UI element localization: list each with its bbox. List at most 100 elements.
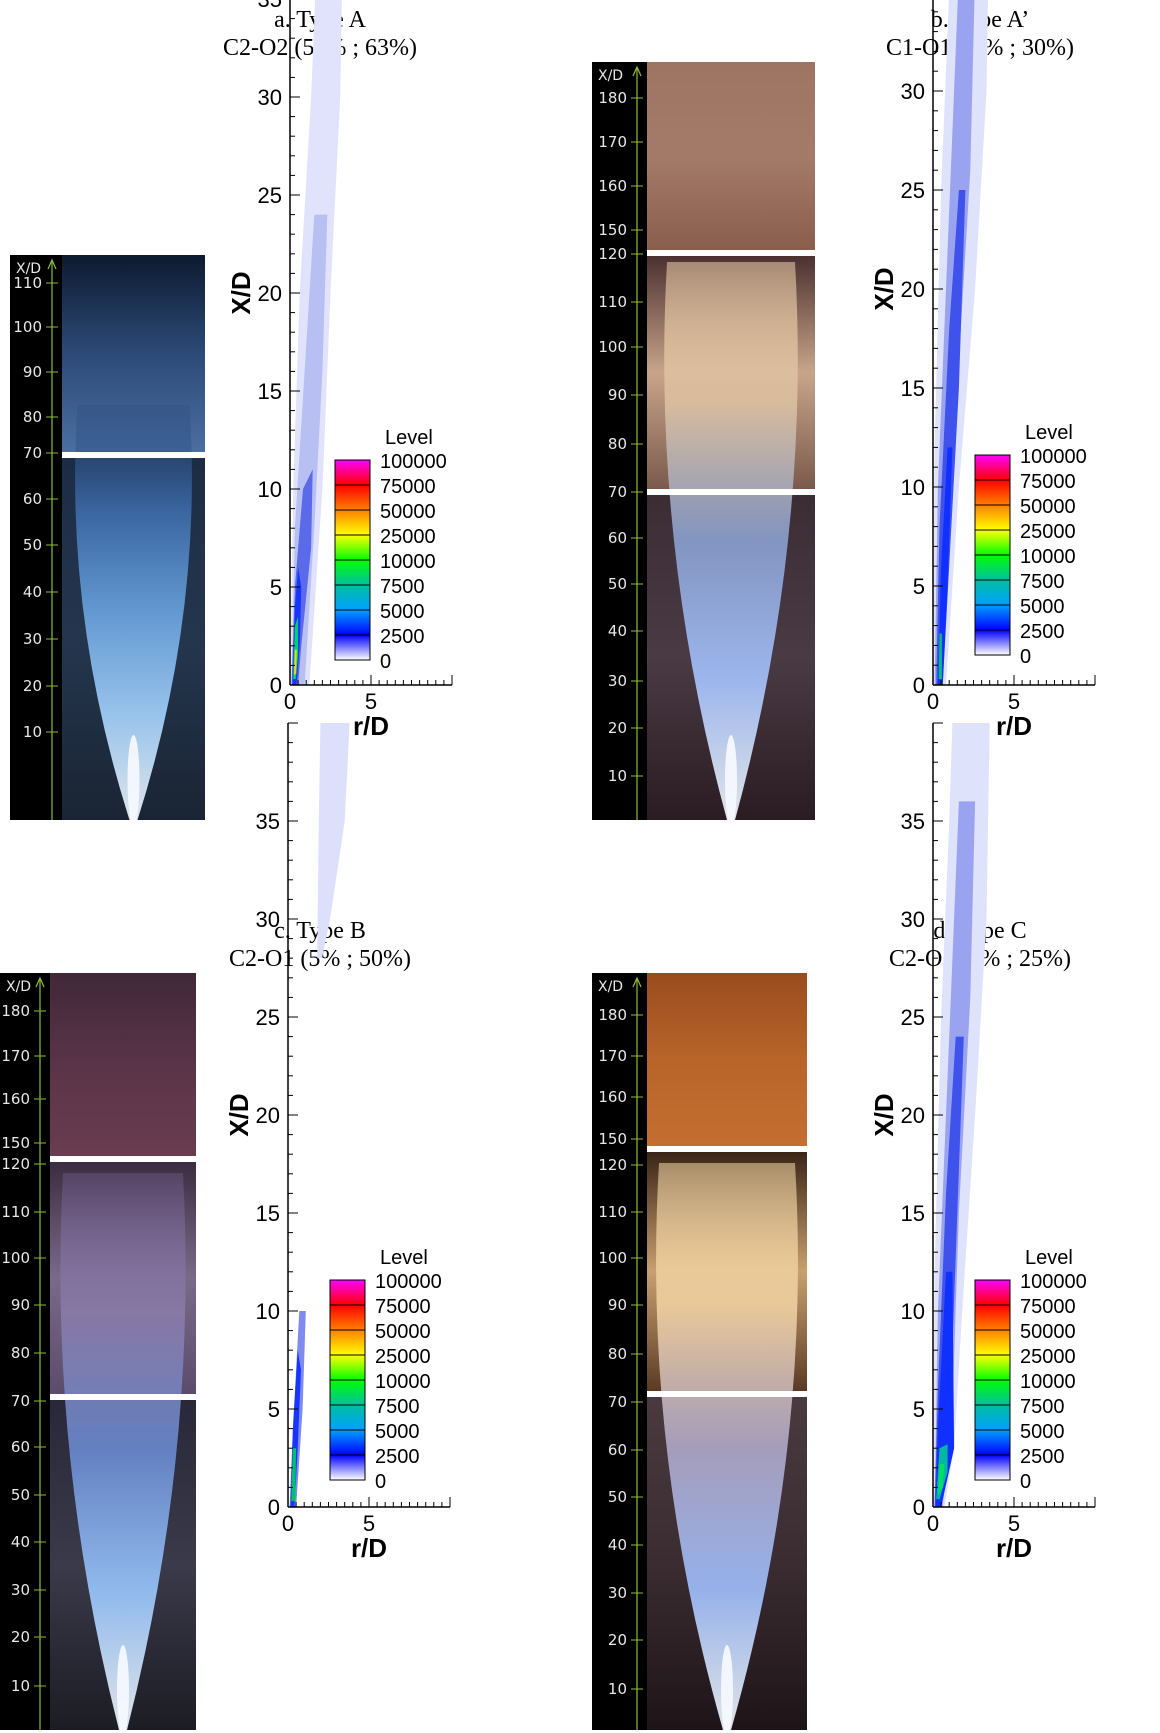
legend-title: Level bbox=[1025, 422, 1073, 444]
scale-tick-label: 90 bbox=[608, 386, 627, 404]
y-tick-label: 35 bbox=[258, 0, 282, 12]
scale-tick-label: 20 bbox=[608, 1631, 627, 1649]
y-tick-label: 15 bbox=[256, 1201, 280, 1226]
scale-tick-label: 20 bbox=[608, 719, 627, 737]
contour-region-0 bbox=[317, 723, 350, 959]
legend-level-label: 5000 bbox=[1020, 1421, 1065, 1443]
x-tick-label: 0 bbox=[284, 689, 296, 714]
y-tick-label: 30 bbox=[901, 79, 925, 104]
scale-tick-label: 30 bbox=[608, 1584, 627, 1602]
y-tick-label: 0 bbox=[913, 673, 925, 698]
scale-tick-label: 160 bbox=[598, 177, 627, 195]
scale-tick-label: 60 bbox=[608, 529, 627, 547]
legend-level-label: 7500 bbox=[1020, 1396, 1065, 1418]
scale-tick-label: 90 bbox=[608, 1296, 627, 1314]
image-seam bbox=[647, 250, 815, 256]
scale-tick-label: 90 bbox=[11, 1296, 30, 1314]
legend-title: Level bbox=[385, 427, 433, 449]
legend-level-label: 25000 bbox=[1020, 521, 1076, 543]
legend-level-label: 0 bbox=[1020, 646, 1031, 668]
y-tick-label: 5 bbox=[270, 575, 282, 600]
scale-tick-label: 100 bbox=[598, 338, 627, 356]
x-tick-label: 5 bbox=[1008, 689, 1020, 714]
flame-shape bbox=[75, 405, 192, 820]
scale-tick-label: 10 bbox=[608, 767, 627, 785]
scale-tick-label: 70 bbox=[608, 483, 627, 501]
legend-level-label: 0 bbox=[1020, 1471, 1031, 1493]
scale-tick-label: 80 bbox=[608, 435, 627, 453]
y-tick-label: 10 bbox=[901, 1299, 925, 1324]
scale-tick-label: 180 bbox=[598, 89, 627, 107]
scale-tick-label: 40 bbox=[23, 583, 42, 601]
image-seam bbox=[647, 1391, 807, 1397]
legend-level-label: 10000 bbox=[1020, 1371, 1076, 1393]
scale-tick-label: 10 bbox=[11, 1677, 30, 1695]
x-axis-title: r/D bbox=[351, 1533, 387, 1563]
photo-section bbox=[50, 973, 196, 1156]
y-tick-label: 0 bbox=[913, 1495, 925, 1520]
scale-tick-label: 100 bbox=[598, 1249, 627, 1267]
flame-photo-b: X/D 180 170 160 150 120 110 100 90 80 70 60 50 40 30 20… bbox=[592, 62, 815, 820]
flame-photo-c: X/D 180 170 160 150 120 110 100 90 80 70 60 50 40 30 20… bbox=[0, 973, 196, 1730]
legend-level-label: 100000 bbox=[375, 1271, 442, 1293]
legend-level-label: 25000 bbox=[1020, 1346, 1076, 1368]
legend-level-label: 2500 bbox=[375, 1446, 420, 1468]
legend-level-label: 25000 bbox=[380, 526, 436, 548]
legend-level-label: 100000 bbox=[380, 451, 447, 473]
image-seam bbox=[647, 489, 815, 495]
scale-tick-label: 100 bbox=[1, 1249, 30, 1267]
x-tick-label: 0 bbox=[927, 1511, 939, 1536]
y-tick-label: 30 bbox=[258, 85, 282, 110]
y-tick-label: 10 bbox=[256, 1299, 280, 1324]
y-tick-label: 20 bbox=[901, 1103, 925, 1128]
y-tick-label: 30 bbox=[901, 907, 925, 932]
legend-level-label: 0 bbox=[375, 1471, 386, 1493]
y-tick-label: 10 bbox=[901, 475, 925, 500]
legend-level-label: 75000 bbox=[380, 476, 436, 498]
flame-shape bbox=[664, 262, 798, 820]
contour-region-4 bbox=[938, 633, 942, 680]
legend-level-label: 75000 bbox=[1020, 471, 1076, 493]
scale-tick-label: 110 bbox=[598, 1203, 627, 1221]
x-tick-label: 0 bbox=[927, 689, 939, 714]
y-tick-label: 20 bbox=[258, 281, 282, 306]
y-tick-label: 5 bbox=[913, 1397, 925, 1422]
scale-tick-label: 110 bbox=[1, 1203, 30, 1221]
scale-tick-label: 50 bbox=[608, 575, 627, 593]
scale-tick-label: 110 bbox=[13, 274, 42, 292]
legend-level-label: 50000 bbox=[380, 501, 436, 523]
legend-level-label: 0 bbox=[380, 651, 391, 673]
legend-level-label: 5000 bbox=[1020, 596, 1065, 618]
scale-arrow bbox=[35, 976, 45, 988]
y-tick-label: 25 bbox=[256, 1005, 280, 1030]
flame-photo-a: X/D 110 100 90 80 70 60 50 40 30 20 10 bbox=[10, 255, 205, 820]
scale-tick-label: 170 bbox=[1, 1047, 30, 1065]
scale-tick-label: 150 bbox=[598, 221, 627, 239]
contour-plot-a: 0510152025303505r/DX/DLevel1000007500050… bbox=[226, 0, 520, 820]
scale-tick-label: 100 bbox=[13, 318, 42, 336]
y-tick-label: 25 bbox=[258, 183, 282, 208]
y-axis-title: X/D bbox=[224, 1093, 254, 1136]
scale-tick-label: 50 bbox=[11, 1486, 30, 1504]
legend-level-label: 5000 bbox=[375, 1421, 420, 1443]
scale-tick-label: 80 bbox=[11, 1344, 30, 1362]
x-axis-title: r/D bbox=[996, 711, 1032, 741]
legend-level-label: 75000 bbox=[1020, 1296, 1076, 1318]
legend-title: Level bbox=[1025, 1247, 1073, 1269]
y-tick-label: 5 bbox=[268, 1397, 280, 1422]
scale-tick-label: 10 bbox=[23, 723, 42, 741]
y-tick-label: 35 bbox=[901, 809, 925, 834]
x-tick-label: 5 bbox=[1008, 1511, 1020, 1536]
scale-axis-title: X/D bbox=[16, 261, 41, 277]
y-tick-label: 15 bbox=[901, 1201, 925, 1226]
scale-tick-label: 30 bbox=[608, 672, 627, 690]
flame-shape bbox=[60, 1173, 186, 1730]
y-axis-title: X/D bbox=[869, 1093, 899, 1136]
scale-tick-label: 70 bbox=[11, 1392, 30, 1410]
scale-strip bbox=[10, 255, 62, 820]
y-tick-label: 10 bbox=[258, 477, 282, 502]
scale-tick-label: 60 bbox=[11, 1438, 30, 1456]
scale-tick-label: 170 bbox=[598, 133, 627, 151]
y-tick-label: 20 bbox=[901, 277, 925, 302]
y-axis-title: X/D bbox=[226, 271, 256, 314]
